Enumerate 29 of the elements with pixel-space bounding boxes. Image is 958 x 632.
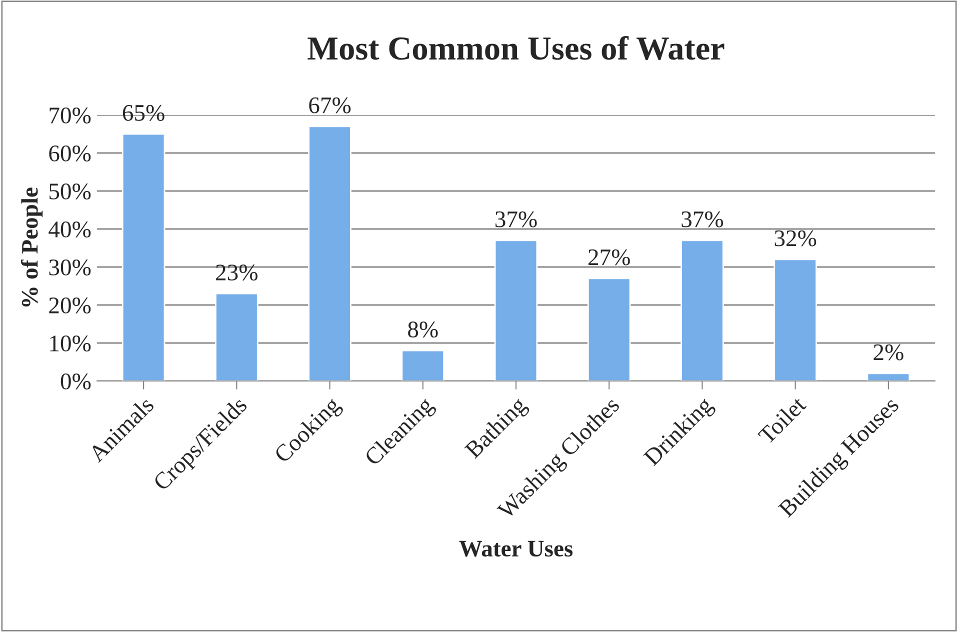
bar (774, 258, 817, 381)
y-tick-label: 10% (50, 335, 91, 352)
data-label: 65% (122, 104, 164, 121)
data-label: 8% (408, 322, 438, 338)
data-label: 37% (682, 211, 724, 228)
y-axis-title: % of People (20, 188, 43, 307)
y-tick-label: 40% (48, 221, 91, 238)
bar (401, 350, 445, 381)
bar (680, 240, 724, 381)
data-label: 2% (874, 344, 904, 360)
y-tick-label: 60% (49, 145, 91, 162)
chart-title: Most Common Uses of Water (308, 36, 724, 60)
bar (122, 133, 166, 381)
bar (587, 278, 631, 381)
data-label: 67% (309, 97, 351, 114)
bar (494, 240, 538, 381)
data-label: 37% (495, 211, 537, 228)
y-tick-label: 0% (60, 373, 91, 390)
y-tick-label: 50% (50, 183, 91, 200)
data-label: 27% (588, 249, 630, 266)
x-axis-title: Water Uses (459, 540, 573, 557)
bar (308, 126, 352, 381)
data-label: 23% (216, 264, 258, 281)
bar (215, 292, 258, 381)
data-label: 32% (774, 230, 816, 246)
bar (866, 372, 910, 381)
y-tick-label: 70% (50, 107, 91, 124)
y-tick-label: 30% (49, 259, 91, 276)
y-tick-label: 20% (49, 297, 91, 314)
